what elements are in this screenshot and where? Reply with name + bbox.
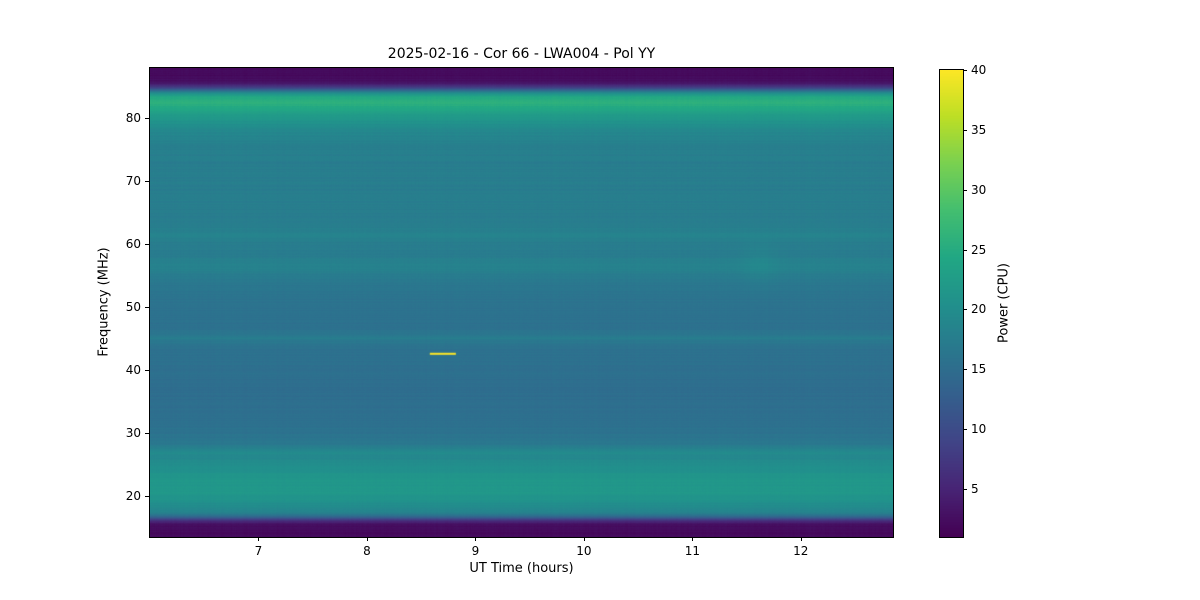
x-tick-mark	[475, 537, 477, 541]
y-tick-label: 60	[125, 237, 141, 252]
y-tick-label: 80	[125, 111, 141, 126]
chart-title: 2025-02-16 - Cor 66 - LWA004 - Pol YY	[387, 46, 656, 62]
spectrogram-canvas	[150, 68, 893, 537]
x-tick-mark	[800, 537, 802, 541]
colorbar-tick-mark	[963, 309, 967, 311]
x-tick-label: 7	[254, 544, 263, 558]
x-tick-mark	[583, 537, 585, 541]
y-tick-label: 20	[125, 489, 141, 504]
colorbar-label: Power (CPU)	[996, 262, 1012, 344]
colorbar-tick-mark	[963, 189, 967, 191]
colorbar-tick-label: 25	[971, 242, 987, 257]
colorbar-tick-mark	[963, 489, 967, 491]
y-tick-mark	[145, 244, 149, 246]
x-tick-label: 9	[471, 544, 480, 558]
colorbar	[939, 69, 964, 538]
y-tick-mark	[145, 496, 149, 498]
colorbar-tick-mark	[963, 429, 967, 431]
y-tick-mark	[145, 307, 149, 309]
y-tick-mark	[145, 370, 149, 372]
x-tick-mark	[692, 537, 694, 541]
colorbar-tick-label: 5	[971, 482, 979, 497]
x-tick-label: 8	[363, 544, 371, 558]
y-tick-label: 30	[125, 426, 141, 441]
colorbar-tick-label: 40	[971, 63, 987, 77]
y-tick-label: 40	[125, 363, 141, 378]
y-tick-mark	[145, 433, 149, 435]
colorbar-tick-mark	[963, 129, 967, 131]
x-tick-mark	[366, 537, 368, 541]
x-tick-mark	[258, 537, 260, 541]
heatmap-plot-area	[149, 67, 894, 538]
x-tick-label: 12	[793, 544, 809, 558]
colorbar-tick-mark	[963, 249, 967, 251]
x-tick-label: 10	[576, 544, 592, 558]
x-tick-label: 11	[684, 544, 700, 558]
colorbar-tick-mark	[963, 369, 967, 371]
colorbar-tick-label: 30	[971, 182, 987, 197]
colorbar-tick-label: 10	[971, 422, 987, 437]
y-axis-label: Frequency (MHz)	[96, 247, 112, 357]
colorbar-gradient-canvas	[940, 70, 963, 537]
colorbar-tick-label: 35	[971, 122, 987, 137]
x-axis-label: UT Time (hours)	[469, 561, 574, 576]
y-tick-label: 70	[125, 174, 141, 189]
y-tick-mark	[145, 118, 149, 120]
colorbar-tick-label: 20	[971, 302, 987, 317]
y-tick-mark	[145, 181, 149, 183]
y-tick-label: 50	[125, 300, 141, 315]
colorbar-tick-label: 15	[971, 362, 987, 377]
colorbar-tick-mark	[963, 70, 967, 71]
